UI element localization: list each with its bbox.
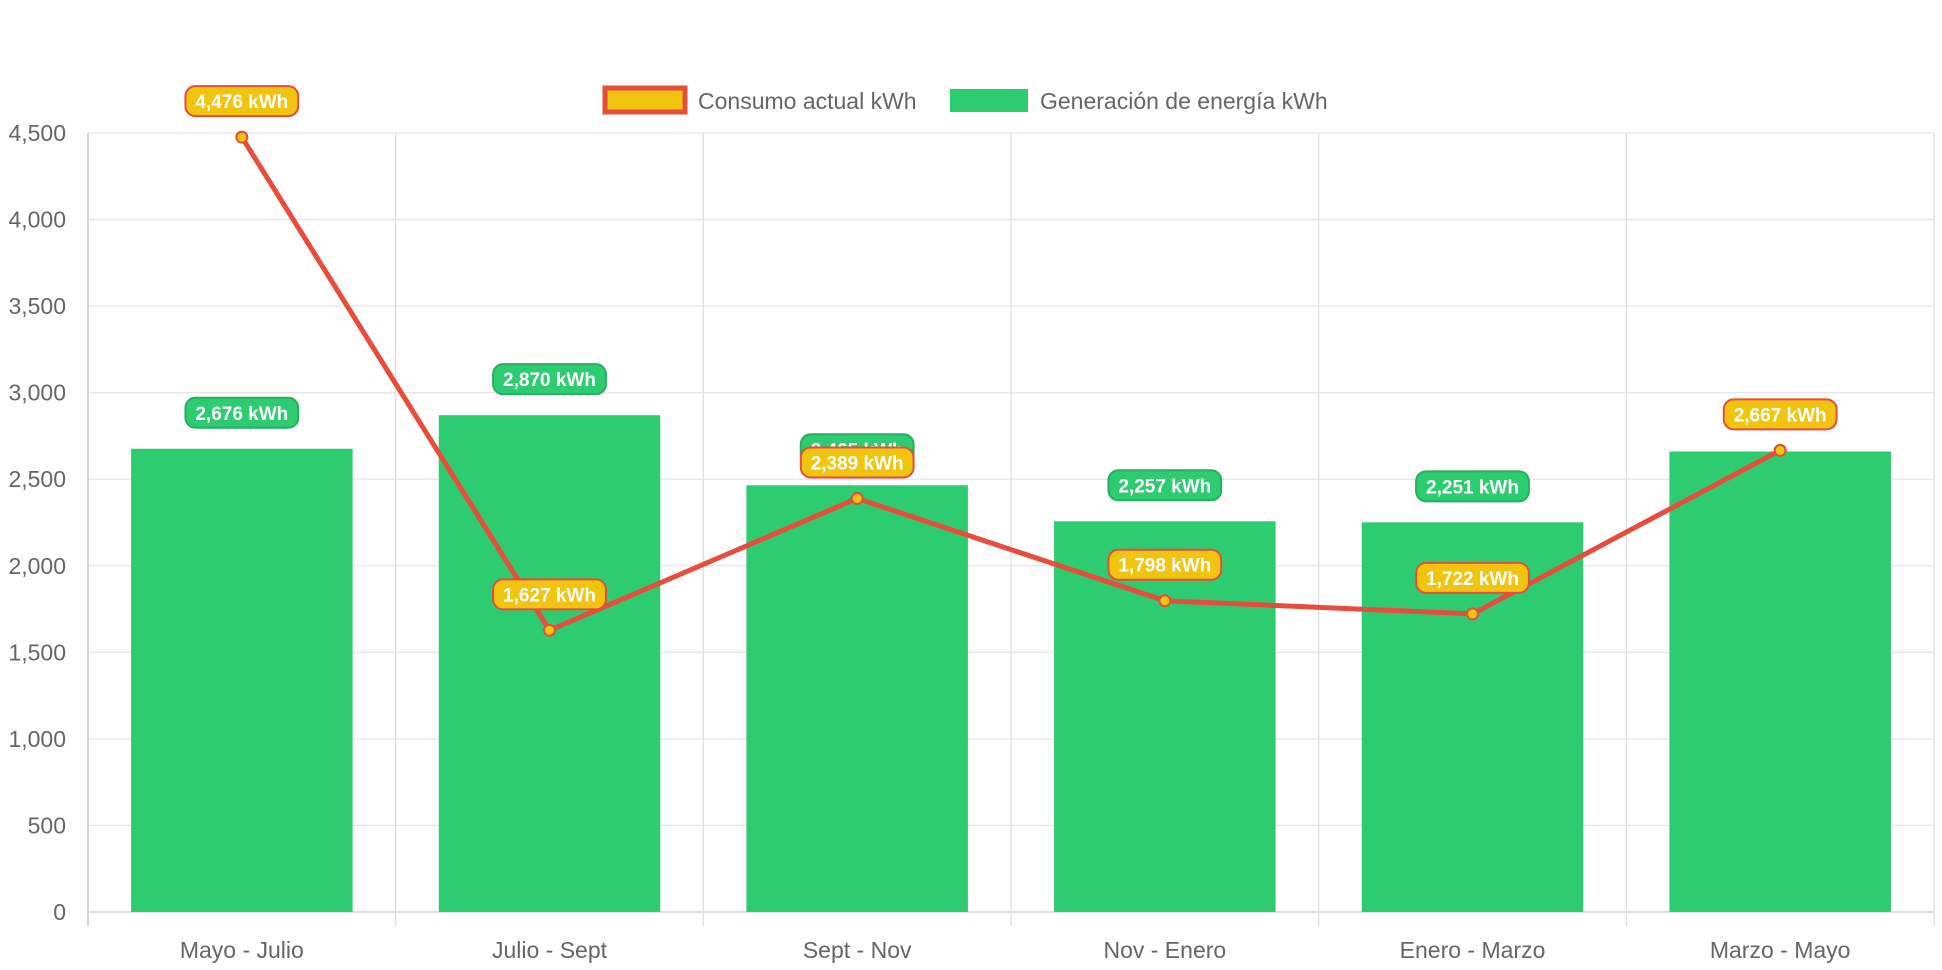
legend-item-consumo[interactable]: Consumo actual kWh: [602, 85, 917, 115]
bar[interactable]: [1054, 521, 1276, 912]
y-tick-label: 2,000: [8, 553, 66, 579]
line-data-label-box: [799, 446, 915, 479]
bar[interactable]: [131, 448, 353, 912]
axes: 0 500 1,000 1,500 2,000 2,500 3,000 3,500 4,000 4…: [8, 120, 1850, 963]
bar-data-label: 2,257 kWh: [1107, 469, 1223, 502]
legend-label-consumo: Consumo actual kWh: [698, 88, 917, 114]
y-tick-label: 0: [53, 899, 66, 925]
line-data-label: 1,722 kWh: [1415, 561, 1530, 594]
y-tick-label: 3,500: [8, 293, 66, 319]
bar-data-label-text: 2,870 kWh: [503, 370, 596, 391]
y-tick-label: 3,000: [8, 380, 66, 406]
x-tick-label: Nov - Enero: [1103, 937, 1226, 963]
bar[interactable]: [1669, 451, 1891, 912]
line-data-label-text: 2,667 kWh: [1734, 405, 1827, 426]
legend-label-generacion: Generación de energía kWh: [1040, 88, 1328, 114]
y-tick-label: 4,500: [8, 120, 66, 146]
bar-data-label-box: [184, 396, 300, 429]
bar-data-label-box: [1415, 470, 1530, 503]
bar-data-label-text: 2,251 kWh: [1426, 477, 1519, 498]
legend: Consumo actual kWh Generación de energía…: [602, 85, 1328, 115]
legend-item-generacion[interactable]: Generación de energía kWh: [950, 88, 1328, 114]
y-tick-label: 2,500: [8, 466, 66, 492]
bar[interactable]: [438, 415, 661, 912]
line-data-label-text: 1,722 kWh: [1426, 569, 1519, 590]
line-data-label-text: 2,389 kWh: [811, 453, 904, 474]
line-data-label-text: 1,798 kWh: [1118, 556, 1211, 577]
line-data-label: 1,627 kWh: [492, 578, 607, 611]
line-point[interactable]: [543, 623, 556, 637]
line-data-label-box: [184, 85, 300, 118]
bar-data-label: 2,251 kWh: [1415, 470, 1530, 503]
line-data-label: 1,798 kWh: [1107, 548, 1223, 581]
line-data-label-text: 1,627 kWh: [503, 585, 596, 606]
legend-swatch-generacion: [950, 89, 1028, 112]
bar[interactable]: [746, 485, 968, 912]
bar-data-label-box: [492, 363, 607, 396]
line-point[interactable]: [1158, 594, 1172, 608]
line-data-label-text: 4,476 kWh: [195, 92, 288, 113]
line-point[interactable]: [850, 491, 864, 505]
line-data-label: 4,476 kWh: [184, 85, 300, 118]
grid: [87, 132, 1935, 926]
x-tick-label: Marzo - Mayo: [1710, 937, 1851, 963]
line-data-label-box: [1415, 561, 1530, 594]
line-data-label: 2,667 kWh: [1722, 398, 1838, 431]
line-data-label-box: [492, 578, 607, 611]
line-data-label-box: [1107, 548, 1223, 581]
legend-swatch-consumo: [602, 85, 688, 115]
bar-data-label-text: 2,676 kWh: [195, 404, 288, 425]
bar-data-label-text: 2,257 kWh: [1118, 476, 1211, 497]
bar-data-label: 2,676 kWh: [184, 396, 300, 429]
x-tick-label: Enero - Marzo: [1400, 937, 1546, 963]
y-tick-label: 500: [28, 812, 66, 838]
line-point[interactable]: [1773, 443, 1787, 457]
x-tick-label: Julio - Sept: [492, 937, 608, 963]
y-tick-label: 4,000: [8, 207, 66, 233]
x-tick-label: Mayo - Julio: [180, 937, 304, 963]
y-tick-label: 1,500: [8, 639, 66, 665]
bar-data-label: 2,870 kWh: [492, 363, 607, 396]
y-tick-label: 1,000: [8, 726, 66, 752]
line-point[interactable]: [235, 130, 249, 144]
bar-data-label-box: [1107, 469, 1223, 502]
x-tick-label: Sept - Nov: [803, 937, 912, 963]
line-data-label: 2,389 kWh: [799, 446, 915, 479]
line-point[interactable]: [1466, 607, 1479, 621]
line-data-label-box: [1722, 398, 1838, 431]
